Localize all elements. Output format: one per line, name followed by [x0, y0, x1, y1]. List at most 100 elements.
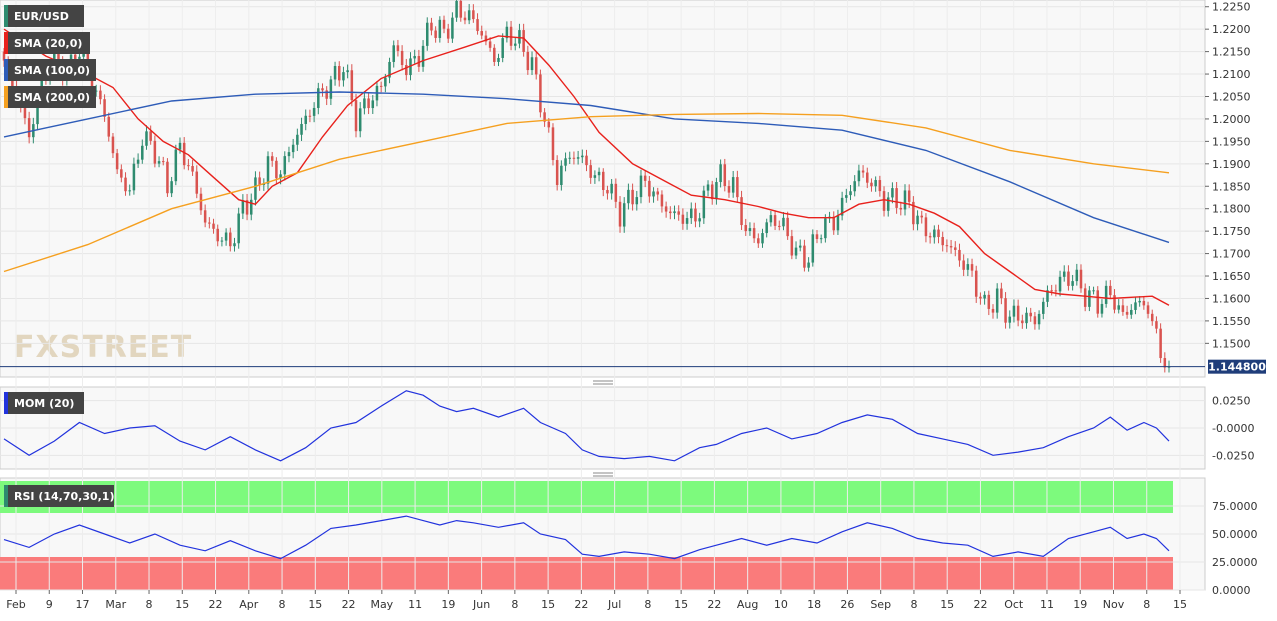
candle [1042, 297, 1045, 320]
candle [208, 217, 211, 229]
candle [233, 237, 236, 252]
candle [886, 192, 890, 217]
legend-sma200[interactable]: SMA (200,0) [4, 86, 96, 108]
candle [145, 125, 148, 150]
momentum-axis: 0.0250 -0.0000 -0.0250 [1212, 395, 1254, 463]
candle [329, 75, 333, 106]
candle [660, 190, 664, 213]
momentum-line[interactable] [3, 390, 1170, 462]
candle [455, 0, 458, 22]
time-axis: Feb 9 17 Mar 8 15 22 Apr 8 15 22 May 11 19 Jun 8 15 22 Jul… [6, 590, 1187, 611]
panel-splitter-1[interactable] [593, 380, 613, 385]
candle [220, 236, 224, 247]
sma20-line [3, 28, 1170, 306]
candle [446, 23, 450, 44]
candle [614, 178, 618, 209]
candle [522, 23, 525, 57]
legend-pair-label: EUR/USD [14, 10, 69, 23]
candle [778, 220, 781, 231]
momentum-tick-label: -0.0250 [1212, 449, 1254, 462]
candle [107, 112, 111, 142]
candle [606, 185, 609, 200]
candle [476, 13, 479, 35]
candle [1000, 282, 1003, 305]
rsi-path [3, 515, 1170, 560]
last-price-badge[interactable]: 1.144800 [1208, 359, 1266, 374]
moving-average-lines[interactable] [3, 28, 1170, 306]
candle [656, 187, 660, 201]
candle [434, 26, 437, 43]
candle [551, 123, 555, 166]
candle [363, 92, 366, 115]
candle [526, 45, 530, 75]
candle [748, 222, 752, 236]
candle [120, 164, 123, 183]
candle [681, 208, 685, 230]
candle [212, 218, 215, 234]
legend-momentum-label: MOM (20) [14, 397, 74, 410]
time-tick-label: Aug [737, 598, 758, 611]
candle [1130, 304, 1133, 319]
candle [1155, 316, 1158, 334]
candle [719, 159, 722, 188]
price-tick-label: 1.2100 [1212, 68, 1251, 81]
candle [417, 49, 421, 72]
candle [451, 12, 454, 43]
candle [987, 290, 991, 316]
legend-momentum[interactable]: MOM (20) [4, 392, 84, 414]
candle [350, 64, 354, 107]
time-tick-label: May [370, 598, 393, 611]
time-tick-label: 15 [674, 598, 688, 611]
candle [346, 64, 349, 79]
candle [761, 228, 764, 248]
candle [480, 25, 483, 40]
candle [1159, 323, 1162, 363]
candle [736, 170, 739, 203]
time-tick-label: 22 [209, 598, 223, 611]
candle [166, 158, 169, 197]
candle [727, 180, 731, 198]
time-tick-label: 8 [279, 598, 286, 611]
candle [1058, 270, 1062, 297]
candle [974, 265, 978, 303]
candle [472, 4, 475, 23]
candle [245, 193, 249, 221]
time-tick-label: 15 [175, 598, 189, 611]
candle [203, 204, 207, 228]
candle [585, 149, 588, 172]
momentum-tick-label: -0.0000 [1212, 422, 1254, 435]
candle [413, 49, 416, 64]
momentum-path [3, 390, 1170, 462]
candle [518, 23, 521, 49]
candle [824, 214, 827, 243]
price-tick-label: 1.1600 [1212, 292, 1251, 305]
candle [379, 81, 383, 93]
candle [564, 152, 567, 172]
legend-sma100[interactable]: SMA (100,0) [4, 59, 96, 81]
candle [141, 139, 144, 164]
time-tick-label: 15 [940, 598, 954, 611]
candle [949, 239, 953, 254]
candle [631, 183, 634, 211]
candle [933, 225, 936, 244]
legend-sma20[interactable]: SMA (20,0) [4, 32, 90, 54]
rsi-line[interactable] [3, 515, 1170, 560]
candle [1125, 305, 1129, 319]
candle [124, 172, 127, 196]
time-tick-label: 15 [308, 598, 322, 611]
legend-pair[interactable]: EUR/USD [4, 5, 84, 27]
candle [321, 83, 324, 97]
candle [530, 51, 534, 76]
panel-splitter-2[interactable] [593, 472, 613, 477]
time-tick-label: 22 [707, 598, 721, 611]
legend-rsi[interactable]: RSI (14,70,30,1) [4, 485, 114, 507]
candle [421, 40, 425, 72]
candle [497, 53, 500, 67]
candle [1088, 286, 1091, 312]
candle [798, 239, 802, 252]
candle [782, 212, 785, 231]
candle [1071, 274, 1074, 291]
rsi-tick-label: 75.0000 [1212, 500, 1258, 513]
